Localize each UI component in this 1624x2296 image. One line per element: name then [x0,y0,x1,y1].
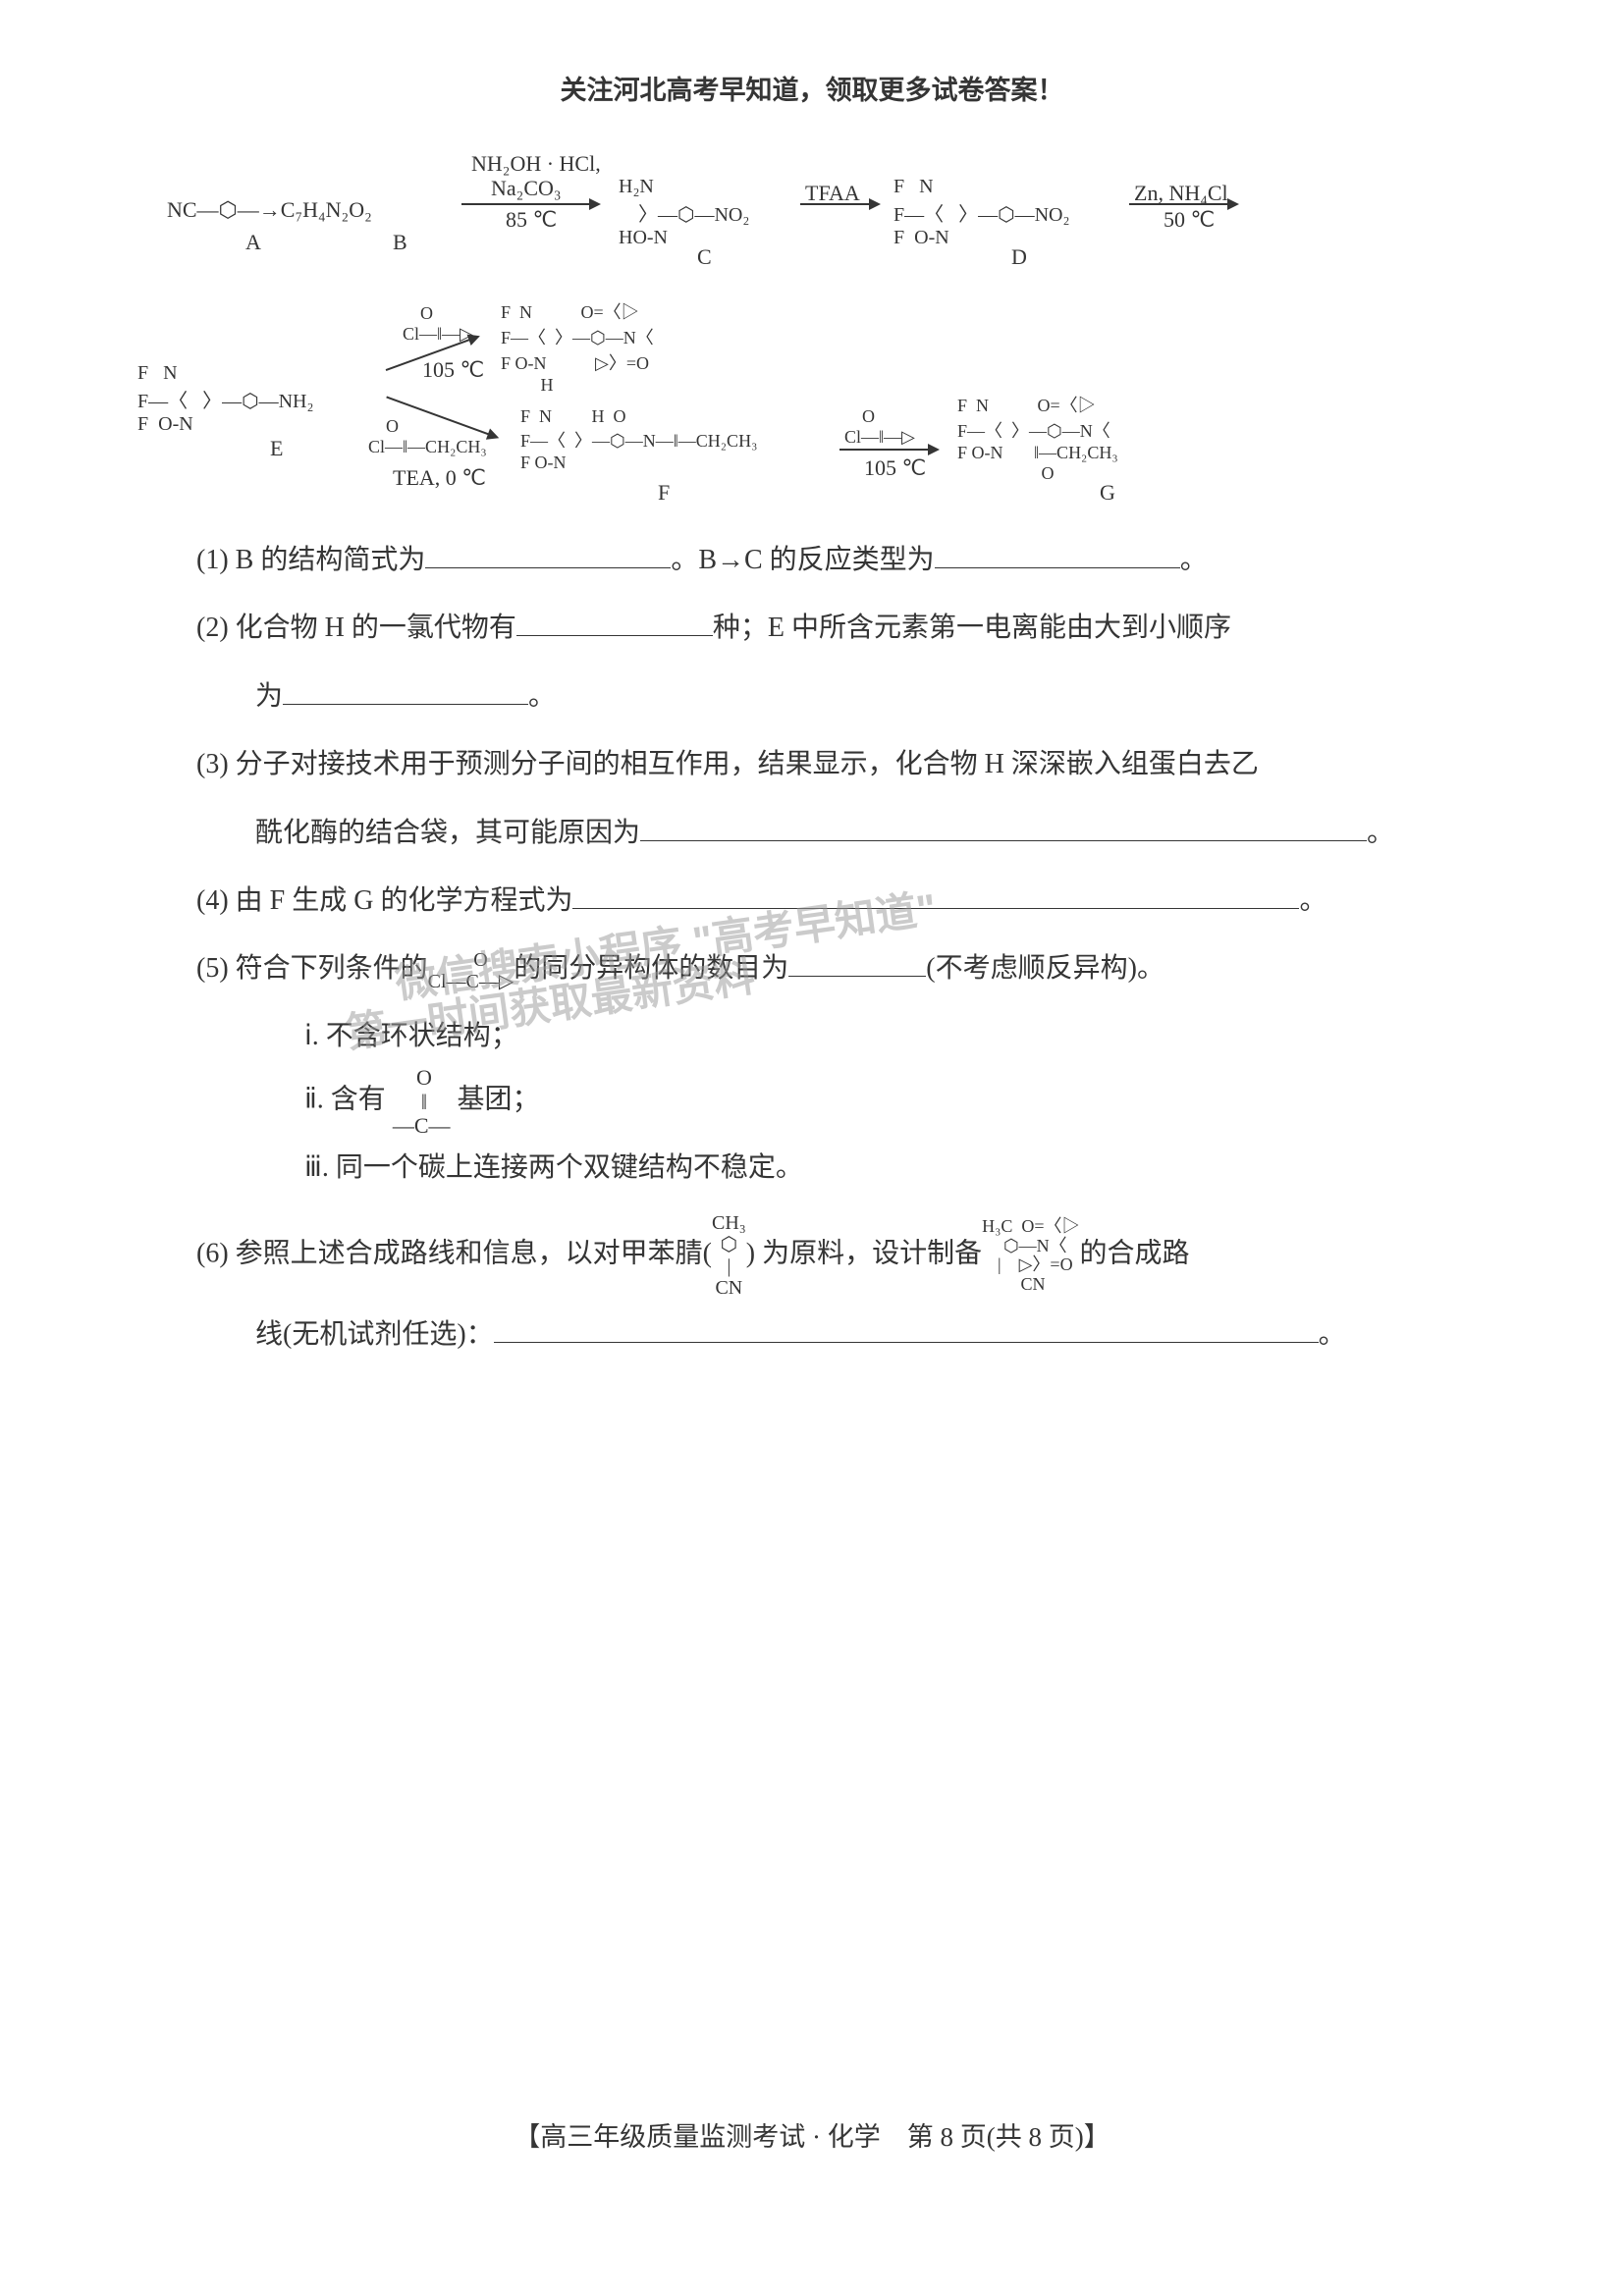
temp-1: 85 ℃ [506,207,557,233]
reaction-scheme: NC—⬡—→C₇H₄N₂O₂ A B NH₂OH · HCl, Na₂CO₃ 8… [196,146,1428,509]
q6-post: 的合成路 [1080,1239,1190,1269]
blank-4 [572,885,1299,909]
start-label: NC—⬡—→C₇H₄N₂O₂ [167,197,372,223]
q5-item-i: ⅰ. 不含环状结构； [196,1006,1428,1067]
compound-f: F N H OF—〈 〉—⬡—N—‖—CH₂CH₃F O-N [520,406,757,473]
blank-3 [640,818,1367,841]
q5ii-struct: O ‖—C— [393,1066,451,1138]
q2-pre: (2) 化合物 H 的一氯代物有 [196,613,516,643]
temp-4: 105 ℃ [422,357,484,383]
tea-label: TEA, 0 ℃ [393,465,486,491]
blank-2b [283,681,528,705]
temp-6: 105 ℃ [864,455,926,481]
question-2-line2: 为。 [196,666,1428,728]
label-g: G [1100,480,1115,506]
q5-end: (不考虑顺反异构)。 [926,953,1164,984]
compound-c: H₂N 〉—⬡—NO₂HO-N [619,176,749,249]
arrow-1 [461,203,599,205]
arrow-2 [800,203,879,205]
reagent-4: OCl—‖—▷ [403,303,473,345]
q4-pre: (4) 由 F 生成 G 的化学方程式为 [196,885,572,916]
q4-end: 。 [1299,885,1326,916]
q2-l2: 为 [255,681,283,712]
q6-pre: (6) 参照上述合成路线和信息，以对甲苯腈( [196,1239,712,1269]
q2-end: 。 [528,681,556,712]
blank-1a [425,545,671,568]
compound-d: F NF—〈 〉—⬡—NO₂F O-N [893,176,1069,249]
label-e: E [270,436,283,461]
blank-5 [788,953,926,977]
q3-end: 。 [1367,818,1394,848]
question-4: (4) 由 F 生成 G 的化学方程式为 。 [196,870,1428,933]
q5ii-post: 基团； [458,1085,540,1115]
arrow-5 [839,449,938,451]
compound-g: F N O=〈▷F—〈 〉—⬡—N〈F O-N ‖—CH₂CH₃ O [957,392,1118,484]
question-6-line2: 线(无机试剂任选)： 。 [196,1304,1428,1366]
question-5: (5) 符合下列条件的 OCl—C—▷的同分异构体的数目为 (不考虑顺反异构)。 [196,937,1428,1000]
reagent-6: OCl—‖—▷ [844,406,915,448]
page-header: 关注河北高考早知道，领取更多试卷答案！ [196,69,1428,107]
q5-item-iii: ⅲ. 同一个碳上连接两个双键结构不稳定。 [196,1138,1428,1199]
q6-mid: ) 为原料，设计制备 [746,1239,982,1269]
compound-e: F NF—〈 〉—⬡—NH₂F O-N [137,362,313,436]
q2-mid: 种；E 中所含元素第一电离能由大到小顺序 [713,613,1231,643]
q5-pre: (5) 符合下列条件的 [196,953,428,984]
q5-item-ii: ⅱ. 含有 O ‖—C— 基团； [196,1066,1428,1138]
reagent-5: OCl—‖—CH₂CH₃ [368,416,487,457]
q6-end: 。 [1319,1319,1346,1350]
question-1: (1) B 的结构简式为 。B→C 的反应类型为 。 [196,529,1428,592]
page-footer: 【高三年级质量监测考试 · 化学 第 8 页(共 8 页)】 [0,2115,1624,2154]
q3-pre: (3) 分子对接技术用于预测分子间的相互作用，结果显示，化合物 H 深深嵌入组蛋… [196,749,1259,779]
q1-pre: (1) B 的结构简式为 [196,545,425,575]
q5-mid: 的同分异构体的数目为 [514,953,788,984]
blank-6 [494,1319,1319,1343]
question-3: (3) 分子对接技术用于预测分子间的相互作用，结果显示，化合物 H 深深嵌入组蛋… [196,733,1428,796]
label-b: B [393,230,407,255]
q1-mid: 。B→C 的反应类型为 [671,545,934,575]
q5-struct: OCl—C—▷ [428,949,514,992]
question-3-line2: 酰化酶的结合袋，其可能原因为 。 [196,802,1428,865]
blank-2a [516,613,713,636]
blank-1b [935,545,1180,568]
label-d: D [1011,244,1027,270]
label-f: F [658,480,670,506]
q5ii-pre: ⅱ. 含有 [304,1085,386,1115]
temp-3: 50 ℃ [1164,207,1215,233]
label-a: A [245,230,261,255]
q6-end-struct: H₃C O=〈▷ ⬡—N〈 | ▷〉=O CN [982,1217,1079,1295]
question-6: (6) 参照上述合成路线和信息，以对甲苯腈(CH₃⬡|CN) 为原料，设计制备H… [196,1212,1428,1299]
reagent-1-top: NH₂OH · HCl, [471,151,601,177]
arrow-3 [1129,203,1237,205]
q1-end: 。 [1180,545,1208,575]
reagent-1-bot: Na₂CO₃ [491,176,562,201]
q6-l2: 线(无机试剂任选)： [255,1319,494,1350]
q3-l2: 酰化酶的结合袋，其可能原因为 [255,818,640,848]
question-2: (2) 化合物 H 的一氯代物有 种；E 中所含元素第一电离能由大到小顺序 [196,597,1428,660]
q6-start-struct: CH₃⬡|CN [712,1212,746,1299]
compound-h-top: F N O=〈▷F—〈 〉—⬡—N〈F O-N ▷〉=O H [501,298,654,396]
label-c: C [697,244,712,270]
